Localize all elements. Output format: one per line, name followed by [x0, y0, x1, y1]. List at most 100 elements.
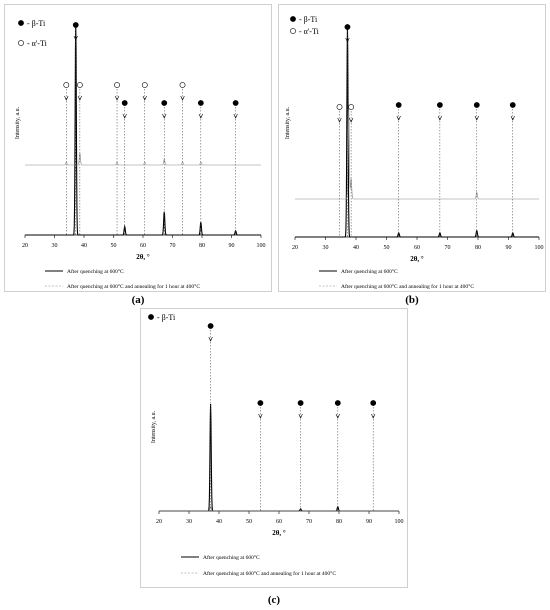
- x-tick-label: 100: [535, 245, 544, 251]
- y-axis-label: Intensity, a.u.: [285, 106, 291, 139]
- peak-arrow: [180, 95, 185, 101]
- beta-peak-marker: [121, 100, 128, 106]
- x-tick-label: 80: [475, 245, 481, 251]
- x-tick-label: 20: [292, 245, 298, 251]
- peak-arrow: [335, 413, 340, 419]
- x-axis-label: 2θ, °: [410, 255, 424, 263]
- series-legend-label: After quenching at 600°C: [203, 554, 260, 561]
- xrd-chart-c: 20 30 40 50 60 70 80 90 100 2θ, ° Intensity, a.u. -…: [148, 313, 404, 577]
- alpha-peak-marker: [336, 104, 343, 110]
- x-axis-label: 2θ, °: [272, 529, 286, 537]
- beta-peak-marker: [207, 323, 214, 329]
- series-legend-label: After quenching at 600°C: [67, 268, 124, 275]
- peak-arrow: [371, 413, 376, 419]
- alpha-peak-marker: [348, 104, 355, 110]
- x-axis-label: 2θ, °: [136, 253, 150, 261]
- series-legend-label: After quenching at 600°C and annealing f…: [67, 283, 200, 290]
- panel-label-b: (b): [405, 294, 419, 306]
- x-tick-label: 60: [414, 245, 420, 251]
- alpha-peak-marker: [63, 82, 70, 88]
- panel-c: 20 30 40 50 60 70 80 90 100 2θ, ° Intensity, a.u. -…: [140, 308, 408, 588]
- beta-peak-marker: [344, 24, 351, 30]
- x-tick-label: 30: [323, 245, 329, 251]
- x-tick-label: 70: [170, 243, 176, 249]
- panel-b: 20 30 40 50 60 70 80 90 100 2θ, ° Intensity, a.u. -…: [278, 4, 546, 292]
- xrd-chart-b: 20 30 40 50 60 70 80 90 100 2θ, ° Intensity, a.u. -…: [285, 15, 544, 290]
- peak-arrow: [198, 113, 203, 119]
- peak-arrow: [258, 413, 263, 419]
- peak-arrow: [162, 113, 167, 119]
- series-line-quenched: [295, 26, 539, 238]
- x-tick-label: 30: [52, 243, 58, 249]
- series-line-quenched: [25, 22, 261, 236]
- peak-arrow: [298, 413, 303, 419]
- x-tick-label: 50: [111, 243, 117, 249]
- legend-marker-label: - α'-Ti: [299, 27, 320, 36]
- beta-peak-marker: [395, 102, 402, 108]
- legend-beta-marker: [148, 314, 154, 320]
- beta-peak-marker: [232, 100, 239, 106]
- alpha-peak-marker: [76, 82, 83, 88]
- peak-arrow: [474, 115, 479, 121]
- series-legend-label: After quenching at 600°C: [341, 268, 398, 275]
- x-tick-label: 60: [140, 243, 146, 249]
- panel-label-c: (c): [267, 594, 281, 606]
- xrd-chart-a: 20 30 40 50 60 70 80 90 100 2θ, ° Intensity, a.u. -…: [15, 19, 266, 290]
- x-tick-label: 40: [353, 245, 359, 251]
- x-tick-label: 50: [246, 519, 252, 525]
- series-line-annealed: [295, 105, 539, 200]
- x-tick-label: 50: [384, 245, 390, 251]
- peak-arrow: [349, 117, 354, 123]
- legend-alpha-marker: [18, 40, 24, 46]
- x-tick-label: 80: [199, 243, 205, 249]
- peak-arrow: [114, 95, 120, 101]
- x-tick-label: 30: [186, 519, 192, 525]
- series-legend-label: After quenching at 600°C and annealing f…: [341, 283, 474, 290]
- peak-arrow: [233, 113, 238, 119]
- peak-arrow: [122, 113, 127, 119]
- beta-peak-marker: [370, 400, 377, 406]
- peak-arrow: [208, 336, 213, 342]
- alpha-peak-marker: [179, 82, 186, 88]
- peak-arrow: [77, 95, 82, 101]
- x-tick-label: 100: [395, 519, 404, 525]
- x-tick-label: 60: [276, 519, 282, 525]
- series-line-annealed: [159, 505, 399, 512]
- beta-peak-marker: [334, 400, 341, 406]
- legend-marker-label: - β-Ti: [27, 19, 46, 28]
- alpha-peak-marker: [141, 82, 148, 88]
- legend-beta-marker: [290, 16, 296, 22]
- alpha-peak-marker: [114, 82, 120, 88]
- beta-peak-marker: [297, 400, 304, 406]
- x-tick-label: 20: [22, 243, 28, 249]
- beta-peak-marker: [257, 400, 264, 406]
- legend-beta-marker: [18, 20, 24, 26]
- peak-arrow: [337, 117, 342, 123]
- y-axis-label: Intensity, a.u.: [151, 410, 157, 443]
- peak-arrow: [345, 37, 350, 43]
- y-axis-label: Intensity, a.u.: [15, 106, 21, 139]
- beta-peak-marker: [72, 22, 79, 28]
- beta-peak-marker: [161, 100, 168, 106]
- peak-arrow: [396, 115, 401, 121]
- legend-alpha-marker: [290, 28, 296, 34]
- panel-a: 20 30 40 50 60 70 80 90 100 2θ, ° Intensity, a.u. -…: [4, 4, 272, 292]
- peak-arrow: [142, 95, 147, 101]
- beta-peak-marker: [509, 102, 516, 108]
- x-tick-label: 80: [336, 519, 342, 525]
- series-line-quenched: [159, 403, 399, 512]
- x-tick-label: 40: [81, 243, 87, 249]
- x-tick-label: 70: [445, 245, 451, 251]
- x-tick-label: 90: [366, 519, 372, 525]
- x-tick-label: 90: [506, 245, 512, 251]
- peak-arrow: [73, 35, 78, 41]
- beta-peak-marker: [436, 102, 443, 108]
- x-tick-label: 40: [216, 519, 222, 525]
- legend-marker-label: - α'-Ti: [27, 39, 48, 48]
- beta-peak-marker: [197, 100, 204, 106]
- beta-peak-marker: [473, 102, 480, 108]
- x-tick-label: 100: [257, 243, 266, 249]
- series-legend-label: After quenching at 600°C and annealing f…: [203, 570, 336, 577]
- peak-arrow: [437, 115, 442, 121]
- legend-marker-label: - β-Ti: [157, 313, 176, 322]
